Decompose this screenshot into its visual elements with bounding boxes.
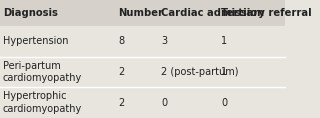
- FancyBboxPatch shape: [0, 26, 285, 57]
- Text: 8: 8: [118, 36, 124, 46]
- Text: Number: Number: [118, 8, 163, 18]
- Text: 2 (post-partum): 2 (post-partum): [161, 67, 239, 77]
- FancyBboxPatch shape: [0, 0, 285, 26]
- Text: Tertiary referral: Tertiary referral: [221, 8, 312, 18]
- Text: 0: 0: [161, 98, 167, 108]
- Text: 3: 3: [161, 36, 167, 46]
- Text: Hypertrophic
cardiomyopathy: Hypertrophic cardiomyopathy: [3, 91, 82, 114]
- Text: Peri-partum
cardiomyopathy: Peri-partum cardiomyopathy: [3, 61, 82, 83]
- FancyBboxPatch shape: [0, 57, 285, 87]
- Text: 2: 2: [118, 67, 124, 77]
- Text: 1: 1: [221, 67, 227, 77]
- Text: Diagnosis: Diagnosis: [3, 8, 58, 18]
- Text: 1: 1: [221, 36, 227, 46]
- Text: 2: 2: [118, 98, 124, 108]
- Text: 0: 0: [221, 98, 227, 108]
- Text: Cardiac admission: Cardiac admission: [161, 8, 264, 18]
- FancyBboxPatch shape: [0, 87, 285, 118]
- Text: Hypertension: Hypertension: [3, 36, 68, 46]
